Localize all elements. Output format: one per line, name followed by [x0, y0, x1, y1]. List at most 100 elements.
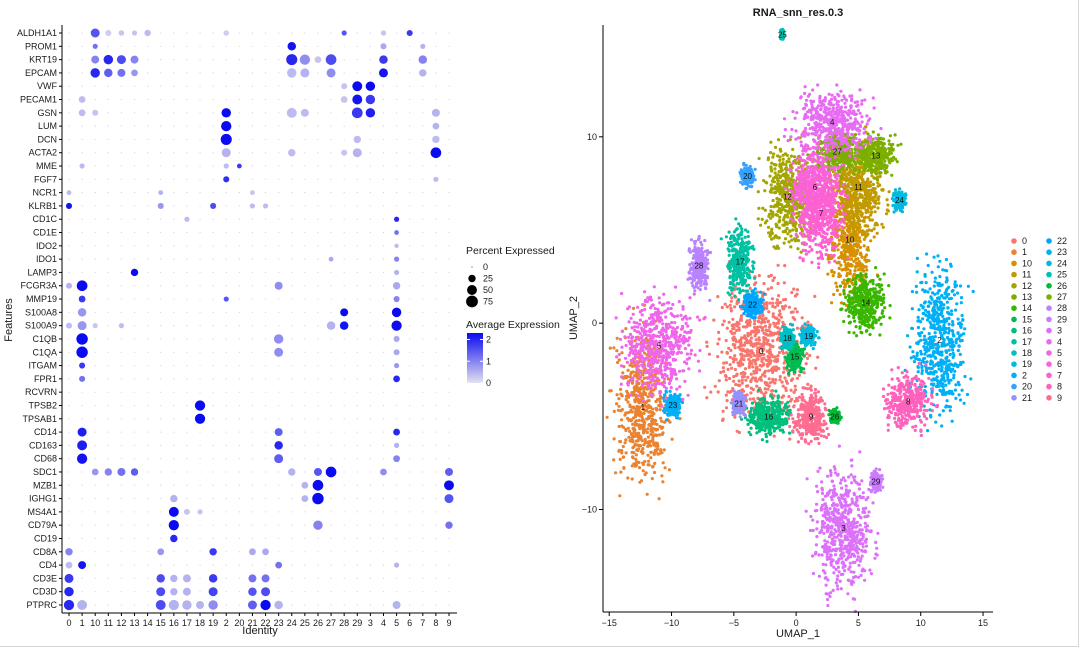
umap-point — [631, 370, 635, 374]
umap-point — [781, 384, 785, 388]
dot-point — [341, 149, 348, 156]
dot-background — [107, 364, 109, 367]
dot-background — [212, 444, 214, 446]
feature-tick-labels: ALDH1A1PROM1KRT19EPCAMVWFPECAM1GSNLUMDCN… — [17, 28, 58, 610]
dot-background — [107, 98, 109, 101]
dot-point — [419, 69, 427, 77]
dot-background — [356, 404, 358, 407]
umap-point — [838, 284, 843, 288]
dot-point — [340, 96, 348, 103]
dot-point — [91, 468, 99, 476]
umap-point — [795, 376, 800, 380]
dot-background — [330, 98, 332, 101]
identity-tick-label: 11 — [104, 618, 113, 628]
dot-background — [356, 604, 358, 606]
umap-point — [881, 165, 885, 169]
dot-background — [173, 231, 175, 234]
dot-background — [382, 258, 385, 260]
umap-point — [852, 213, 856, 218]
umap-point — [728, 303, 732, 307]
dot-background — [251, 98, 254, 101]
dot-background — [186, 298, 188, 300]
umap-point — [778, 163, 782, 167]
dot-point — [170, 494, 178, 503]
umap-point — [872, 227, 876, 231]
umap-point — [852, 259, 856, 263]
dot-background — [212, 338, 214, 340]
identity-tick-label: 2 — [224, 618, 229, 628]
umap-point — [852, 331, 856, 335]
dot-background — [133, 98, 136, 101]
umap-point — [781, 394, 786, 398]
umap-point — [631, 391, 636, 395]
umap-point — [851, 227, 855, 232]
umap-point — [855, 298, 859, 302]
umap-point — [649, 456, 653, 460]
umap-point — [642, 386, 646, 390]
dot-background — [120, 591, 123, 593]
umap-point — [713, 384, 717, 388]
feature-tick-label: CD14 — [34, 427, 57, 437]
dot-background — [343, 444, 345, 446]
dot-background — [343, 511, 345, 513]
dot-background — [330, 564, 332, 566]
dot-background — [369, 325, 371, 327]
umap-point — [778, 309, 782, 313]
dot-background — [225, 245, 227, 247]
umap-point — [617, 448, 622, 452]
dot-background — [107, 431, 109, 433]
dot-background — [199, 231, 201, 234]
umap-point — [762, 356, 766, 360]
dot-background — [225, 325, 227, 327]
umap-point — [777, 318, 781, 323]
dot-background — [291, 245, 293, 247]
dot-background — [278, 378, 280, 380]
dot-background — [120, 85, 123, 87]
umap-point — [805, 352, 809, 356]
umap-point — [721, 323, 725, 327]
dot-background — [369, 285, 371, 287]
dot-background — [120, 378, 123, 380]
umap-point — [731, 323, 736, 327]
umap-point — [654, 448, 659, 452]
umap-point — [788, 163, 793, 168]
umap-point — [837, 242, 841, 246]
dot-background — [225, 205, 227, 207]
dot-background — [147, 604, 149, 606]
dot-background — [133, 285, 136, 287]
umap-point — [767, 325, 772, 329]
umap-point — [763, 374, 767, 378]
dot-background — [264, 524, 267, 526]
umap-point — [746, 375, 750, 379]
dot-background — [68, 444, 70, 446]
dot-background — [160, 404, 162, 407]
umap-point — [654, 406, 658, 411]
dot-background — [251, 218, 254, 220]
dot-background — [199, 32, 201, 34]
dot-background — [225, 497, 227, 500]
dot-background — [120, 338, 123, 340]
dot-point — [182, 574, 191, 583]
dot-background — [186, 458, 188, 460]
dot-background — [173, 431, 175, 433]
umap-point — [749, 378, 753, 382]
dot-background — [81, 577, 83, 579]
umap-point — [847, 321, 852, 325]
umap-point — [734, 382, 738, 387]
dot-background — [160, 298, 162, 300]
dot-background — [422, 325, 424, 327]
dot-point — [221, 120, 232, 132]
umap-point — [633, 388, 637, 392]
dot-point — [156, 587, 166, 597]
umap-point — [846, 191, 850, 195]
dot-background — [238, 524, 240, 526]
umap-point — [615, 393, 619, 397]
dot-background — [356, 444, 358, 446]
umap-point — [856, 248, 860, 252]
umap-point — [772, 321, 776, 325]
umap-point — [623, 441, 627, 445]
dot-background — [343, 564, 345, 566]
identity-tick-label: 17 — [182, 618, 192, 628]
dot-background — [94, 577, 96, 579]
